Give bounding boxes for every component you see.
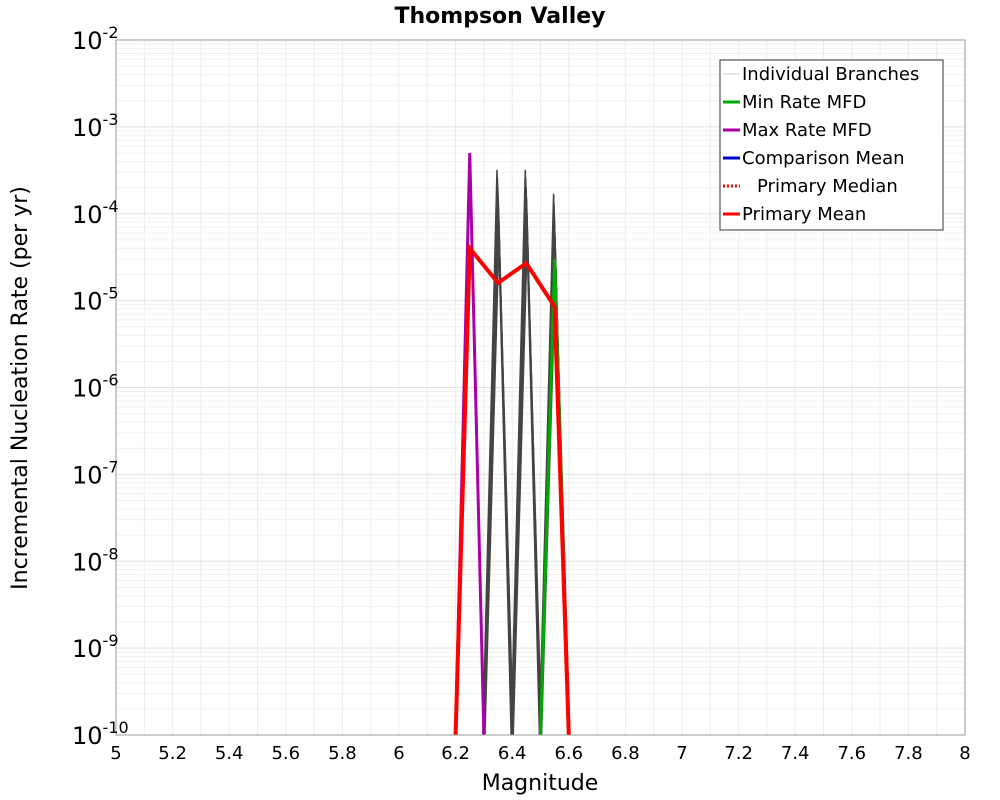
x-tick-label: 6.6 [554, 743, 583, 764]
y-tick-label: 10-7 [72, 457, 119, 489]
plot-border [115, 39, 966, 736]
x-tick-label: 7.8 [894, 743, 923, 764]
y-tick-label: 10-5 [72, 284, 119, 316]
x-tick-label: 5.4 [215, 743, 244, 764]
x-axis-ticks: 5 5.2 5.4 5.6 5.8 6 6.2 6.4 6.6 6.8 7 7.2 7.4 7.6 7.8 8 [110, 743, 970, 764]
x-tick-label: 7 [676, 743, 687, 764]
legend-label: Individual Branches [742, 64, 919, 85]
x-tick-label: 7.6 [837, 743, 866, 764]
x-tick-label: 5.8 [328, 743, 357, 764]
x-tick-label: 7.2 [724, 743, 753, 764]
y-tick-label: 10-8 [72, 544, 119, 576]
x-tick-label: 5.6 [271, 743, 300, 764]
legend-label: Min Rate MFD [742, 92, 866, 113]
legend-label: Max Rate MFD [742, 120, 872, 141]
x-tick-label: 5 [110, 743, 121, 764]
series-group [453, 152, 571, 735]
y-tick-label: 10-10 [72, 718, 129, 750]
plot-area [453, 152, 571, 735]
y-tick-label: 10-4 [72, 197, 119, 229]
x-axis-label: Magnitude [482, 771, 599, 796]
legend-label: Primary Mean [742, 204, 866, 225]
primary-mean-line [453, 242, 571, 735]
legend: Individual Branches Min Rate MFD Max Rate … [719, 59, 944, 231]
legend-box [719, 59, 944, 231]
branch-line [512, 232, 543, 735]
x-tick-label: 6 [393, 743, 404, 764]
x-tick-label: 6.2 [441, 743, 470, 764]
y-tick-label: 10-3 [72, 110, 119, 142]
branch-line [484, 232, 515, 735]
y-axis-ticks: 10-10 10-9 10-8 10-7 10-6 10-5 10-4 10-3 10-2 [72, 23, 129, 750]
legend-label: Primary Median [757, 176, 898, 197]
y-tick-label: 10-9 [72, 631, 119, 663]
chart-title: Thompson Valley [395, 4, 606, 29]
x-tick-label: 7.4 [781, 743, 810, 764]
x-tick-label: 6.8 [611, 743, 640, 764]
x-tick-label: 6.4 [498, 743, 527, 764]
x-tick-label: 5.2 [158, 743, 187, 764]
y-tick-label: 10-2 [72, 23, 119, 55]
y-tick-label: 10-6 [72, 371, 119, 403]
y-axis-label: Incremental Nucleation Rate (per yr) [8, 186, 33, 590]
legend-label: Comparison Mean [742, 148, 905, 169]
x-tick-label: 8 [959, 743, 970, 764]
